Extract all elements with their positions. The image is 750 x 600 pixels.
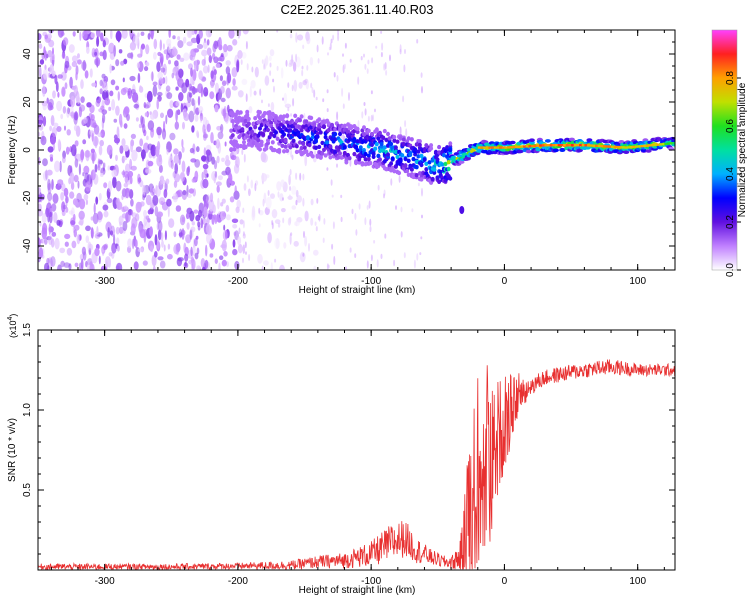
spectrogram-y-label: Frequency (Hz): [7, 116, 18, 185]
tick-label: 0: [502, 276, 508, 287]
snr-x-ticks: -300 -200 -100 0 100: [50, 330, 665, 587]
snr-y-ticks: 0.5 1.0 1.5: [22, 323, 675, 555]
spectrogram-x-label: Height of straight line (km): [299, 285, 416, 296]
figure-title: C2E2.2025.361.11.40.R03: [281, 2, 434, 17]
spectrogram-y-ticks: -40 -20 0 20 40: [22, 29, 675, 271]
tick-label: 0.0: [725, 263, 736, 277]
snr-y-multiplier: (x104): [7, 314, 18, 338]
tick-label: 20: [22, 96, 33, 108]
colorbar-ticks: 0.0 0.2 0.4 0.6 0.8: [725, 71, 741, 277]
tick-label: 0: [22, 147, 33, 153]
tick-label: -300: [95, 576, 115, 587]
tick-label: 0.8: [725, 71, 736, 85]
spectrogram-x-ticks: -300 -200 -100 0 100: [50, 30, 665, 287]
tick-label: -20: [22, 190, 33, 205]
tick-label: 1.5: [22, 323, 33, 337]
snr-series-line: [38, 359, 675, 570]
colorbar-frame: [711, 29, 738, 271]
tick-label: -100: [361, 576, 381, 587]
tick-label: -300: [95, 276, 115, 287]
tick-label: 0: [502, 576, 508, 587]
tick-label: 100: [629, 576, 646, 587]
snr-x-label: Height of straight line (km): [299, 585, 416, 596]
tick-label: -40: [22, 238, 33, 253]
colorbar-label: Normalized spectral amplitude: [737, 82, 748, 217]
tick-label: 0.4: [725, 167, 736, 181]
colorbar: 0.0 0.2 0.4 0.6 0.8 Normalized spectral ampl…: [711, 29, 748, 277]
spectrogram-heatmap: [38, 30, 675, 270]
tick-label: 0.6: [725, 119, 736, 133]
tick-label: -200: [228, 576, 248, 587]
tick-label: -200: [228, 276, 248, 287]
tick-label: 0.5: [22, 483, 33, 497]
tick-label: 1.0: [22, 403, 33, 417]
snr-frame: [37, 329, 676, 571]
tick-label: 0.2: [725, 215, 736, 229]
tick-label: 40: [22, 48, 33, 60]
tick-label: 100: [629, 276, 646, 287]
tick-label: -100: [361, 276, 381, 287]
snr-panel: -300 -200 -100 0 100 0.5 1.0 1.5 Height of str…: [7, 314, 676, 596]
colorbar-gradient: [712, 30, 737, 270]
snr-y-label: SNR (10 * v/v): [7, 418, 18, 482]
